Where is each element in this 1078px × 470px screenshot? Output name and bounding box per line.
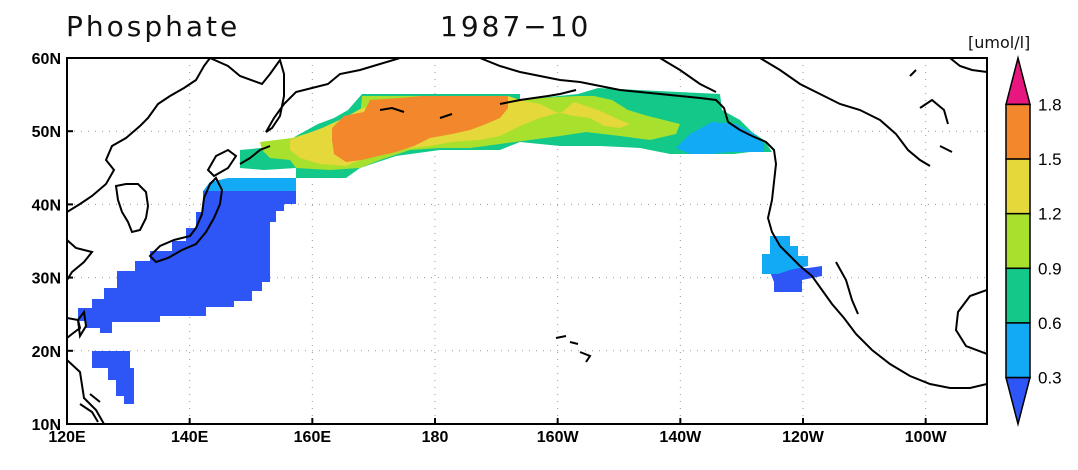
coast-north-america bbox=[727, 58, 987, 389]
colorbar-units: [umol/l] bbox=[968, 33, 1031, 52]
lon-tick-label: 160E bbox=[294, 429, 332, 446]
coast-philippines bbox=[79, 393, 101, 423]
lat-tick-label: 60N bbox=[32, 51, 61, 68]
phosphate-field bbox=[78, 88, 822, 404]
colorbar-segment bbox=[1005, 212, 1031, 270]
map-axes: 120E 140E 160E 180 160W 140W 120W 100W 10N 20N 30N… bbox=[32, 51, 948, 446]
colorbar-segment bbox=[1005, 158, 1031, 215]
colorbar-extend-max bbox=[1005, 55, 1031, 106]
coast-japan bbox=[148, 148, 238, 264]
colorbar: 0.3 0.6 0.9 1.2 1.5 1.8 bbox=[1005, 55, 1062, 427]
coast-korea bbox=[114, 183, 150, 234]
coast-kamchatka bbox=[209, 58, 401, 133]
field-region-low-southwest bbox=[92, 351, 134, 404]
lon-tick-label: 120W bbox=[782, 429, 825, 446]
colorbar-segment bbox=[1005, 267, 1031, 324]
lat-tick-label: 30N bbox=[32, 271, 61, 288]
coast-aleutian-islands bbox=[379, 89, 577, 119]
colorbar-segment bbox=[1005, 103, 1031, 160]
colorbar-level-label: 1.2 bbox=[1038, 205, 1062, 224]
colorbar-level-label: 0.6 bbox=[1038, 314, 1062, 333]
lon-tick-label: 140W bbox=[659, 429, 702, 446]
colorbar-level-label: 0.9 bbox=[1038, 259, 1062, 278]
lon-tick-label: 100W bbox=[905, 429, 948, 446]
lat-tick-label: 20N bbox=[32, 344, 61, 361]
coast-hawaii bbox=[555, 335, 592, 363]
colorbar-segment bbox=[1005, 322, 1031, 379]
lat-tick-label: 10N bbox=[32, 417, 61, 434]
coast-gulf bbox=[954, 289, 987, 355]
coast-taiwan bbox=[76, 309, 88, 339]
coast-kuril-islands bbox=[239, 145, 271, 165]
lon-tick-label: 160W bbox=[537, 429, 580, 446]
lat-tick-label: 40N bbox=[32, 197, 61, 214]
lon-tick-label: 140E bbox=[171, 429, 209, 446]
colorbar-level-label: 1.8 bbox=[1038, 95, 1062, 114]
field-region-lowmid-north bbox=[203, 178, 296, 191]
coast-asia bbox=[67, 58, 211, 424]
colorbar-extend-min bbox=[1005, 376, 1031, 427]
lon-tick-label: 180 bbox=[422, 429, 449, 446]
colorbar-level-label: 0.3 bbox=[1038, 369, 1062, 388]
coast-alaska bbox=[479, 58, 729, 123]
map-date-title: 1987−10 bbox=[440, 10, 592, 43]
lon-tick-label: 120E bbox=[48, 429, 86, 446]
coast-lakes bbox=[909, 69, 953, 153]
map-frame bbox=[66, 57, 988, 425]
field-region-lowmid-east bbox=[762, 236, 808, 274]
map-variable-title: Phosphate bbox=[66, 10, 241, 43]
field-region-low-west bbox=[78, 191, 296, 333]
field-region-higher-north bbox=[332, 96, 508, 162]
coastlines bbox=[67, 58, 987, 424]
colorbar-level-label: 1.5 bbox=[1038, 150, 1062, 169]
lat-tick-label: 50N bbox=[32, 124, 61, 141]
